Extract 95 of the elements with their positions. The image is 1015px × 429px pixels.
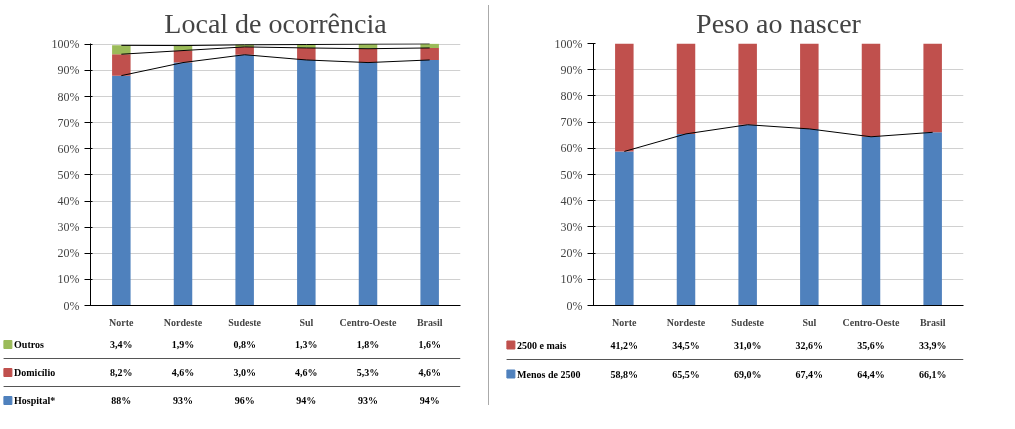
bar <box>861 136 881 306</box>
data-label: 1,8% <box>356 339 380 350</box>
legend-label: Menos de 2500 <box>517 368 581 380</box>
bar <box>738 124 757 306</box>
y-tick-label: 20% <box>57 246 80 261</box>
data-label: 94% <box>296 395 317 406</box>
data-label: 65,5% <box>672 368 700 380</box>
data-label: 41,2% <box>610 339 639 351</box>
x-tick-label: Sudeste <box>731 316 765 328</box>
bar <box>358 62 378 306</box>
data-label: 31,0% <box>733 339 762 351</box>
data-label: 93% <box>173 395 193 406</box>
y-tick-label: 90% <box>57 63 80 78</box>
data-label: 96% <box>234 395 255 406</box>
y-tick-label: 100% <box>51 37 80 52</box>
bar <box>420 47 439 60</box>
x-tick-label: Norte <box>612 316 638 328</box>
x-tick-label: Sudeste <box>228 316 262 328</box>
bar <box>173 62 193 306</box>
data-label: 64,4% <box>857 368 885 380</box>
bar <box>358 48 378 63</box>
data-label: 94% <box>419 395 440 406</box>
bar <box>615 43 634 152</box>
data-label: 1,6% <box>418 339 441 350</box>
x-tick-label: Sul <box>299 316 314 328</box>
bar <box>420 59 439 306</box>
y-tick-label: 0% <box>566 298 583 313</box>
y-tick-label: 60% <box>57 141 80 156</box>
bar <box>235 54 254 306</box>
y-tick-label: 10% <box>57 272 80 287</box>
bar <box>112 75 131 306</box>
data-label: 67,4% <box>795 368 824 380</box>
chart-title: Peso ao nascer <box>696 7 862 39</box>
data-label: 58,8% <box>610 368 639 380</box>
legend-label: Hospital* <box>14 395 56 406</box>
bar <box>676 43 696 134</box>
y-tick-label: 30% <box>560 219 583 234</box>
bar <box>800 43 819 129</box>
bar <box>923 132 942 306</box>
y-tick-label: 80% <box>560 88 583 103</box>
y-tick-label: 70% <box>57 115 80 130</box>
y-tick-label: 20% <box>560 246 583 261</box>
bar <box>112 54 131 76</box>
y-tick-label: 70% <box>560 115 583 130</box>
data-label: 34,5% <box>672 339 700 351</box>
data-label: 5,3% <box>356 367 380 378</box>
bar <box>800 128 819 306</box>
bar <box>861 43 881 137</box>
data-label: 32,6% <box>795 339 824 351</box>
data-label: 93% <box>358 395 378 406</box>
x-tick-label: Brasil <box>919 316 946 328</box>
y-tick-label: 50% <box>57 167 80 182</box>
y-tick-label: 0% <box>63 298 80 313</box>
data-label: 8,2% <box>110 367 133 378</box>
x-tick-label: Nordeste <box>163 316 203 328</box>
data-label: 3,4% <box>110 339 133 350</box>
data-label: 33,9% <box>918 339 947 351</box>
x-tick-label: Centro-Oeste <box>842 316 901 328</box>
data-label: 66,1% <box>918 368 947 380</box>
x-tick-label: Nordeste <box>666 316 706 328</box>
data-label: 4,6% <box>418 367 441 378</box>
legend-label: Outros <box>14 339 44 350</box>
bar <box>615 151 634 306</box>
y-tick-label: 60% <box>560 141 583 156</box>
chart-title: Local de ocorrência <box>164 7 388 39</box>
y-tick-label: 100% <box>554 36 583 51</box>
data-label: 3,0% <box>233 367 256 378</box>
data-label: 4,6% <box>295 367 318 378</box>
y-tick-label: 40% <box>560 193 583 208</box>
x-tick-label: Brasil <box>416 316 443 328</box>
y-tick-label: 40% <box>57 194 80 209</box>
bar <box>923 43 942 133</box>
data-label: 1,3% <box>295 339 318 350</box>
data-label: 4,6% <box>171 367 195 378</box>
legend-label: Domicílio <box>14 367 56 378</box>
data-label: 1,9% <box>171 339 195 350</box>
data-label: 69,0% <box>733 368 762 380</box>
data-label: 88% <box>111 395 132 406</box>
line-series <box>120 54 431 77</box>
bar <box>676 133 696 306</box>
y-tick-label: 80% <box>57 89 80 104</box>
x-tick-label: Centro-Oeste <box>339 316 398 328</box>
y-tick-label: 10% <box>560 272 583 287</box>
bar <box>297 59 316 306</box>
data-label: 0,8% <box>233 339 256 350</box>
x-tick-label: Norte <box>109 316 135 328</box>
data-label: 35,6% <box>857 339 885 351</box>
bar <box>738 43 757 125</box>
line-series <box>623 124 934 152</box>
legend-label: 2500 e mais <box>517 339 567 351</box>
y-tick-label: 90% <box>560 62 583 77</box>
y-tick-label: 30% <box>57 220 80 235</box>
y-tick-label: 50% <box>560 167 583 182</box>
line-series <box>120 46 431 55</box>
x-tick-label: Sul <box>802 316 817 328</box>
